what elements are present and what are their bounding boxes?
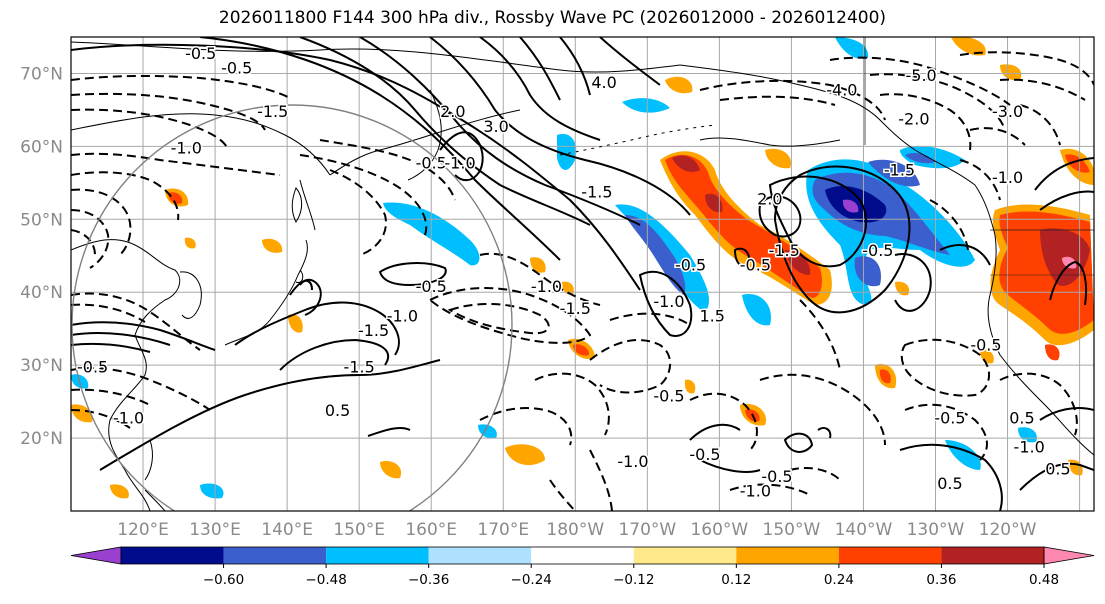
latitude-label: 60°N — [20, 137, 63, 157]
colorbar-segment — [531, 547, 634, 564]
contour-lines-dashed — [71, 51, 1094, 511]
longitude-label: 170°E — [477, 520, 529, 540]
contour-label: -1.5 — [358, 321, 389, 340]
colorbar-tick-label: −0.60 — [203, 572, 244, 588]
contour-label: 1.5 — [699, 306, 724, 325]
longitude-label: 120°W — [979, 520, 1037, 540]
colorbar-tick-label: 0.24 — [824, 572, 854, 588]
contour-label: -1.0 — [617, 452, 648, 471]
contour-label: 4.0 — [591, 73, 616, 92]
colorbar-tick-label: −0.48 — [305, 572, 346, 588]
longitude-label: 180°W — [546, 520, 604, 540]
latitude-label: 20°N — [20, 429, 63, 449]
contour-label: -1.0 — [740, 481, 771, 500]
longitude-label: 160°W — [690, 520, 748, 540]
longitude-label: 120°E — [117, 520, 169, 540]
contour-label: -1.5 — [257, 102, 288, 121]
contour-label: 2.0 — [757, 190, 782, 209]
colorbar-extend-high — [1043, 546, 1095, 565]
latitude-label: 50°N — [20, 210, 63, 230]
contour-label: 0.5 — [1045, 460, 1070, 479]
contour-label: -5.0 — [905, 66, 936, 85]
contour-label: -1.0 — [444, 153, 475, 172]
contour-label: -1.0 — [171, 139, 202, 158]
contour-label: -0.5 — [689, 445, 720, 464]
contour-label: -1.5 — [344, 357, 375, 376]
longitude-label: 130°E — [189, 520, 241, 540]
colorbar-tick-label: 0.36 — [926, 572, 956, 588]
longitude-label: 150°W — [763, 520, 821, 540]
colorbar-tick-label: 0.48 — [1029, 572, 1059, 588]
contour-label: -0.5 — [653, 387, 684, 406]
colorbar-segment — [838, 547, 942, 564]
graticule — [71, 37, 1094, 511]
map-frame — [70, 36, 1095, 512]
colorbar-outline — [120, 546, 1045, 565]
rossby-region-circle — [71, 104, 513, 511]
contour-label: -1.0 — [531, 277, 562, 296]
latitude-label: 70°N — [20, 64, 63, 84]
contour-label: -0.5 — [934, 408, 965, 427]
colorbar-segment — [941, 547, 1044, 564]
contour-label: -0.5 — [221, 58, 252, 77]
colorbar-segment — [736, 547, 839, 564]
colorbar-segment — [121, 547, 224, 564]
map-title: 2026011800 F144 300 hPa div., Rossby Wav… — [218, 8, 887, 28]
contour-label: -3.0 — [992, 102, 1023, 121]
contour-label: -1.5 — [581, 182, 612, 201]
longitude-label: 140°E — [261, 520, 313, 540]
contour-label: 0.5 — [1009, 408, 1034, 427]
contour-label: -0.5 — [740, 255, 771, 274]
contour-label: 0.5 — [937, 474, 962, 493]
colorbar-segment — [326, 547, 429, 564]
contour-label: -0.5 — [185, 44, 216, 63]
contour-labels: -0.5-0.5-1.5-1.0-0.5-1.02.03.04.0-1.5-0.… — [76, 42, 1073, 502]
longitude-labels: 120°E 130°E 140°E 150°E 160°E 170°E 180°W 170°W… — [117, 520, 1036, 540]
contour-label: -1.0 — [1014, 438, 1045, 457]
longitude-label: 140°W — [835, 520, 893, 540]
contour-label: -0.5 — [761, 467, 792, 486]
contour-label: -1.0 — [387, 306, 418, 325]
contour-label: -0.5 — [675, 255, 706, 274]
contour-label: 3.0 — [483, 117, 508, 136]
colorbar-tick-label: −0.36 — [408, 572, 449, 588]
colorbar-tick-label: −0.24 — [511, 572, 552, 588]
contour-lines — [71, 37, 1094, 511]
contour-label: -0.5 — [416, 153, 447, 172]
latitude-labels: 70°N 60°N 50°N 40°N 30°N 20°N — [20, 64, 63, 449]
contour-label: -1.0 — [992, 168, 1023, 187]
contour-label: -1.5 — [560, 299, 591, 318]
longitude-label: 160°E — [405, 520, 457, 540]
contour-label: 0.5 — [325, 401, 350, 420]
contour-label: -1.5 — [884, 161, 915, 180]
shaded-divergence-fields — [71, 37, 1094, 499]
contour-label: -2.0 — [898, 110, 929, 129]
contour-label: -0.5 — [970, 336, 1001, 355]
contour-label: -0.5 — [77, 357, 108, 376]
longitude-label: 130°W — [907, 520, 965, 540]
longitude-label: 150°E — [333, 520, 385, 540]
contour-label: -1.0 — [113, 408, 144, 427]
contour-label: -1.5 — [769, 241, 800, 260]
contour-label: -0.5 — [862, 241, 893, 260]
contour-label: 2.0 — [440, 102, 465, 121]
colorbar: −0.60 −0.48 −0.36 −0.24 −0.12 0.12 0.24 0.36 0.4… — [70, 546, 1095, 588]
contour-label: -0.5 — [416, 277, 447, 296]
longitude-label: 170°W — [618, 520, 676, 540]
contour-label: -1.0 — [653, 292, 684, 311]
colorbar-tick-label: −0.12 — [613, 572, 654, 588]
colorbar-segment — [223, 547, 327, 564]
colorbar-tick-label: 0.12 — [721, 572, 751, 588]
colorbar-segment — [428, 547, 532, 564]
colorbar-segment — [633, 547, 737, 564]
map-plot-area: -0.5-0.5-1.5-1.0-0.5-1.02.03.04.0-1.5-0.… — [71, 37, 1094, 511]
latitude-label: 30°N — [20, 356, 63, 376]
latitude-label: 40°N — [20, 283, 63, 303]
colorbar-extend-low — [70, 546, 122, 565]
contour-label: -4.0 — [826, 80, 857, 99]
